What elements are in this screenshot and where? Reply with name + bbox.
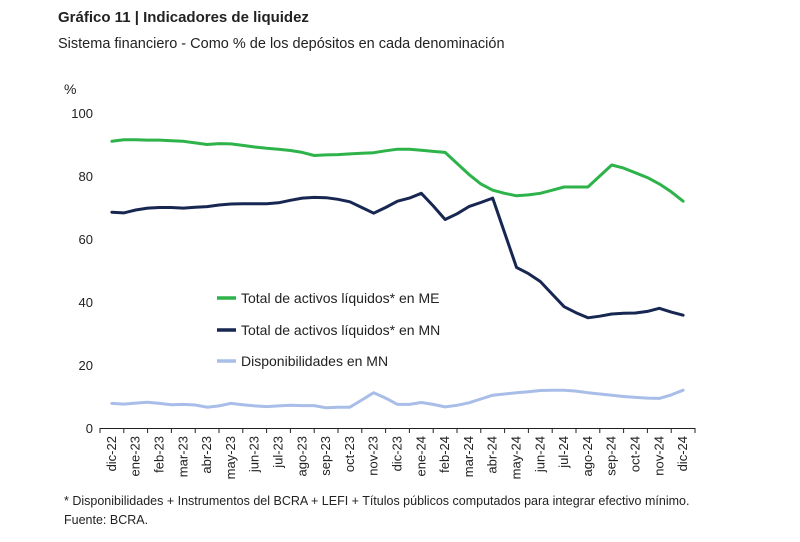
x-axis: dic-22 ene-23 feb-23 mar-23 abr-23 may-23 jun-… [99, 428, 696, 479]
series-line-2 [110, 191, 685, 320]
x-tick-label: feb-24 [437, 436, 452, 473]
x-tick-label: sep-24 [604, 436, 619, 476]
y-tick-label: 0 [86, 421, 93, 436]
x-tick-label: oct-23 [342, 436, 357, 472]
x-tick-label: dic-24 [675, 436, 690, 471]
legend-label: Total de activos líquidos* en MN [241, 322, 440, 338]
x-tick-label: abr-23 [199, 436, 214, 474]
x-tick-label: feb-23 [152, 436, 167, 473]
x-tick-label: mar-23 [175, 436, 190, 477]
x-tick-label: jun-24 [532, 436, 547, 473]
y-axis: 0 20 40 60 80 100 [71, 106, 93, 436]
x-tick-label: may-23 [223, 436, 238, 479]
series-line-3 [110, 388, 685, 410]
y-tick-label: 80 [79, 169, 93, 184]
x-tick-label: dic-22 [104, 436, 119, 471]
x-tick-label: ene-23 [128, 436, 143, 476]
x-tick-label: ene-24 [413, 436, 428, 476]
y-tick-label: 100 [71, 106, 93, 121]
x-tick-label: jun-23 [247, 436, 262, 473]
series-lines [110, 138, 685, 410]
y-axis-label: % [64, 81, 76, 97]
x-tick-label: oct-24 [628, 436, 643, 472]
chart-subtitle: Sistema financiero - Como % de los depós… [58, 36, 505, 52]
x-tick-label: may-24 [509, 436, 524, 479]
y-tick-label: 60 [79, 232, 93, 247]
legend: Total de activos líquidos* en ME Total de… [217, 290, 440, 369]
legend-label: Disponibilidades en MN [241, 353, 388, 369]
x-tick-label: ago-24 [580, 436, 595, 476]
x-tick-label: jul-23 [271, 436, 286, 469]
x-tick-label: ago-23 [294, 436, 309, 476]
chart-title: Gráfico 11 | Indicadores de liquidez [58, 9, 309, 26]
x-tick-label: nov-24 [651, 436, 666, 476]
x-tick-label: mar-24 [461, 436, 476, 477]
x-tick-label: jul-24 [556, 436, 571, 469]
x-tick-label: nov-23 [366, 436, 381, 476]
series-line-1 [110, 138, 685, 203]
footnote: * Disponibilidades + Instrumentos del BC… [64, 494, 690, 527]
x-tick-label: sep-23 [318, 436, 333, 476]
x-tick-label: abr-24 [485, 436, 500, 474]
x-tick-label: dic-23 [390, 436, 405, 471]
y-tick-label: 40 [79, 295, 93, 310]
y-tick-label: 20 [79, 358, 93, 373]
legend-label: Total de activos líquidos* en ME [241, 290, 439, 306]
